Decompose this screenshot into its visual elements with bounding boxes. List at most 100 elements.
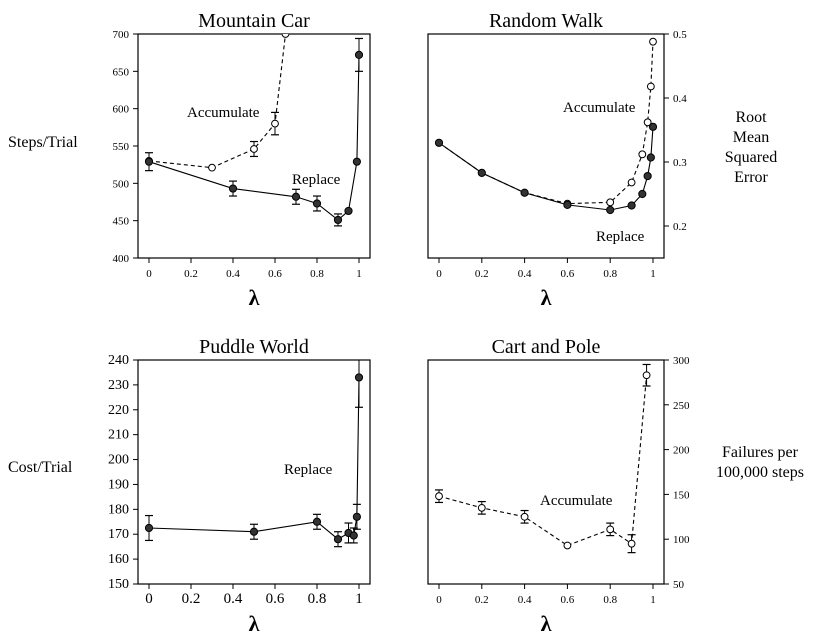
- cart-pole-accumulate-line: [438, 375, 648, 547]
- mountain-car-ytick-label: 400: [113, 253, 130, 265]
- mountain-car-replace-point: [144, 157, 154, 166]
- mountain-car-replace-line: [148, 54, 360, 221]
- mountain-car-xtick-label: 0.8: [310, 268, 324, 280]
- random-walk-annotation-replace: Replace: [596, 229, 645, 245]
- random-walk-ylabel: Root Mean Squared Error: [716, 108, 786, 188]
- random-walk-accumulate-point: [649, 37, 657, 46]
- random-walk-replace-point: [434, 138, 444, 147]
- cart-pole-panel: Cart and Pole 0 0.2 0.4 0.6 0.8 1 λ 50 100 150 200 2…: [427, 336, 690, 633]
- cart-pole-ylabel: Failures per 100,000 steps: [704, 443, 816, 483]
- mountain-car-accumulate-point: [250, 145, 258, 153]
- random-walk-replace-point: [520, 188, 529, 197]
- puddle-world-xtick-label: 0.2: [182, 591, 201, 607]
- cart-pole-accumulate-point: [627, 539, 636, 548]
- puddle-world-ytick-label: 170: [108, 527, 129, 542]
- mountain-car-xtick-label: 0.6: [268, 268, 282, 280]
- random-walk-replace-point: [563, 200, 572, 209]
- random-walk-replace-point: [606, 205, 615, 215]
- mountain-car-replace-point: [354, 50, 364, 60]
- cart-pole-ytick-label: 100: [673, 534, 690, 546]
- cart-pole-xtick-label: 0.8: [603, 594, 617, 606]
- mountain-car-ytick-label: 550: [113, 141, 130, 153]
- mountain-car-ytick-label: 600: [113, 104, 130, 116]
- mountain-car-xtick-label: 0.2: [184, 268, 198, 280]
- cart-pole-data: [435, 363, 651, 554]
- mountain-car-annotation-accumulate: Accumulate: [187, 105, 260, 121]
- puddle-world-replace-point: [144, 523, 154, 533]
- random-walk-xtick-label: 0.2: [475, 268, 489, 280]
- cart-pole-ytick-label: 150: [673, 489, 690, 501]
- puddle-world-plot-frame: [137, 359, 371, 585]
- random-walk-panel: Random Walk 0 0.2 0.4 0.6 0.8 1 λ 0.2 0.3 0.4 0.5 Ac…: [427, 10, 687, 310]
- random-walk-ylabel-line-4: Error: [734, 169, 768, 186]
- puddle-world-replace-point: [312, 517, 322, 526]
- puddle-world-xtick-label: 0: [145, 591, 153, 607]
- mountain-car-accumulate-line: [148, 34, 287, 169]
- puddle-world-title: Puddle World: [199, 336, 309, 358]
- cart-pole-xtick-label: 0: [436, 594, 442, 606]
- puddle-world-ytick-label: 160: [108, 552, 129, 567]
- random-walk-replace-point: [627, 201, 636, 210]
- cart-pole-accumulate-point: [477, 503, 486, 512]
- puddle-world-data: [144, 360, 364, 548]
- mountain-car-ytick-label: 650: [113, 66, 130, 78]
- random-walk-xtick-label: 0.8: [603, 268, 617, 280]
- random-walk-xtick-label: 0: [436, 268, 442, 280]
- mountain-car-replace-point: [352, 157, 361, 166]
- mountain-car-xtick-label: 1: [356, 268, 362, 280]
- puddle-world-ytick-label: 230: [108, 378, 129, 393]
- random-walk-ylabel-line-2: Mean: [732, 129, 770, 146]
- random-walk-ytick-label: 0.5: [673, 29, 687, 41]
- puddle-world-ytick-label: 220: [108, 403, 129, 418]
- random-walk-annotation-accumulate: Accumulate: [563, 100, 636, 116]
- mountain-car-xtick-label: 0: [146, 268, 152, 280]
- cart-pole-xtick-label: 0.4: [518, 594, 532, 606]
- mountain-car-xlabel: λ: [249, 285, 260, 310]
- random-walk-xlabel: λ: [541, 285, 552, 310]
- random-walk-replace-point: [646, 153, 655, 162]
- random-walk-accumulate-line: [438, 41, 654, 205]
- random-walk-data: [434, 37, 658, 215]
- mountain-car-ytick-label: 450: [113, 216, 130, 228]
- random-walk-accumulate-point: [643, 118, 652, 127]
- puddle-world-replace-point: [354, 373, 364, 382]
- random-walk-ytick-label: 0.2: [673, 221, 687, 233]
- puddle-world-panel: Puddle World 0 0.2 0.4 0.6 0.8 1 λ 150 160 170 180 1…: [108, 336, 371, 633]
- puddle-world-replace-point: [333, 535, 343, 544]
- cart-pole-xtick-label: 0.2: [475, 594, 489, 606]
- puddle-world-replace-line: [148, 377, 360, 540]
- mountain-car-title: Mountain Car: [198, 10, 310, 32]
- puddle-world-xtick-label: 0.8: [308, 591, 327, 607]
- random-walk-xtick-label: 0.6: [561, 268, 575, 280]
- cart-pole-ytick-label: 50: [673, 579, 685, 591]
- mountain-car-replace-point: [228, 184, 238, 193]
- cart-pole-ytick-label: 250: [673, 400, 690, 412]
- mountain-car-accumulate-point: [208, 163, 216, 172]
- puddle-world-ytick-label: 190: [108, 477, 129, 492]
- puddle-world-annotation-replace: Replace: [284, 462, 333, 478]
- mountain-car-panel: Mountain Car 0 0.2 0.4 0.6 0.8 1 λ 400 450 500 550 6…: [113, 10, 371, 310]
- cart-pole-xtick-label: 1: [650, 594, 656, 606]
- puddle-world-ytick-label: 180: [108, 502, 129, 517]
- puddle-world-xtick-label: 0.4: [224, 591, 243, 607]
- mountain-car-ylabel: Steps/Trial: [8, 134, 78, 151]
- mountain-car-xtick-label: 0.4: [226, 268, 240, 280]
- mountain-car-ytick-label: 700: [113, 29, 130, 41]
- puddle-world-replace-point: [249, 527, 259, 536]
- mountain-car-replace-point: [291, 192, 301, 201]
- cart-pole-xlabel: λ: [541, 611, 552, 633]
- mountain-car-ytick-label: 500: [113, 178, 130, 190]
- cart-pole-ytick-label: 300: [673, 355, 690, 367]
- random-walk-ylabel-line-1: Root: [735, 109, 767, 126]
- random-walk-accumulate-point: [638, 150, 647, 159]
- cart-pole-accumulate-point: [435, 492, 443, 501]
- mountain-car-replace-point: [344, 206, 353, 216]
- puddle-world-replace-point: [349, 531, 358, 540]
- random-walk-replace-line: [438, 126, 654, 211]
- random-walk-xtick-label: 0.4: [518, 268, 532, 280]
- random-walk-ytick-label: 0.4: [673, 93, 687, 105]
- random-walk-ytick-label: 0.3: [673, 157, 687, 169]
- mountain-car-replace-point: [333, 215, 343, 225]
- cart-pole-plot-frame: [427, 359, 665, 585]
- cart-pole-accumulate-point: [606, 525, 615, 534]
